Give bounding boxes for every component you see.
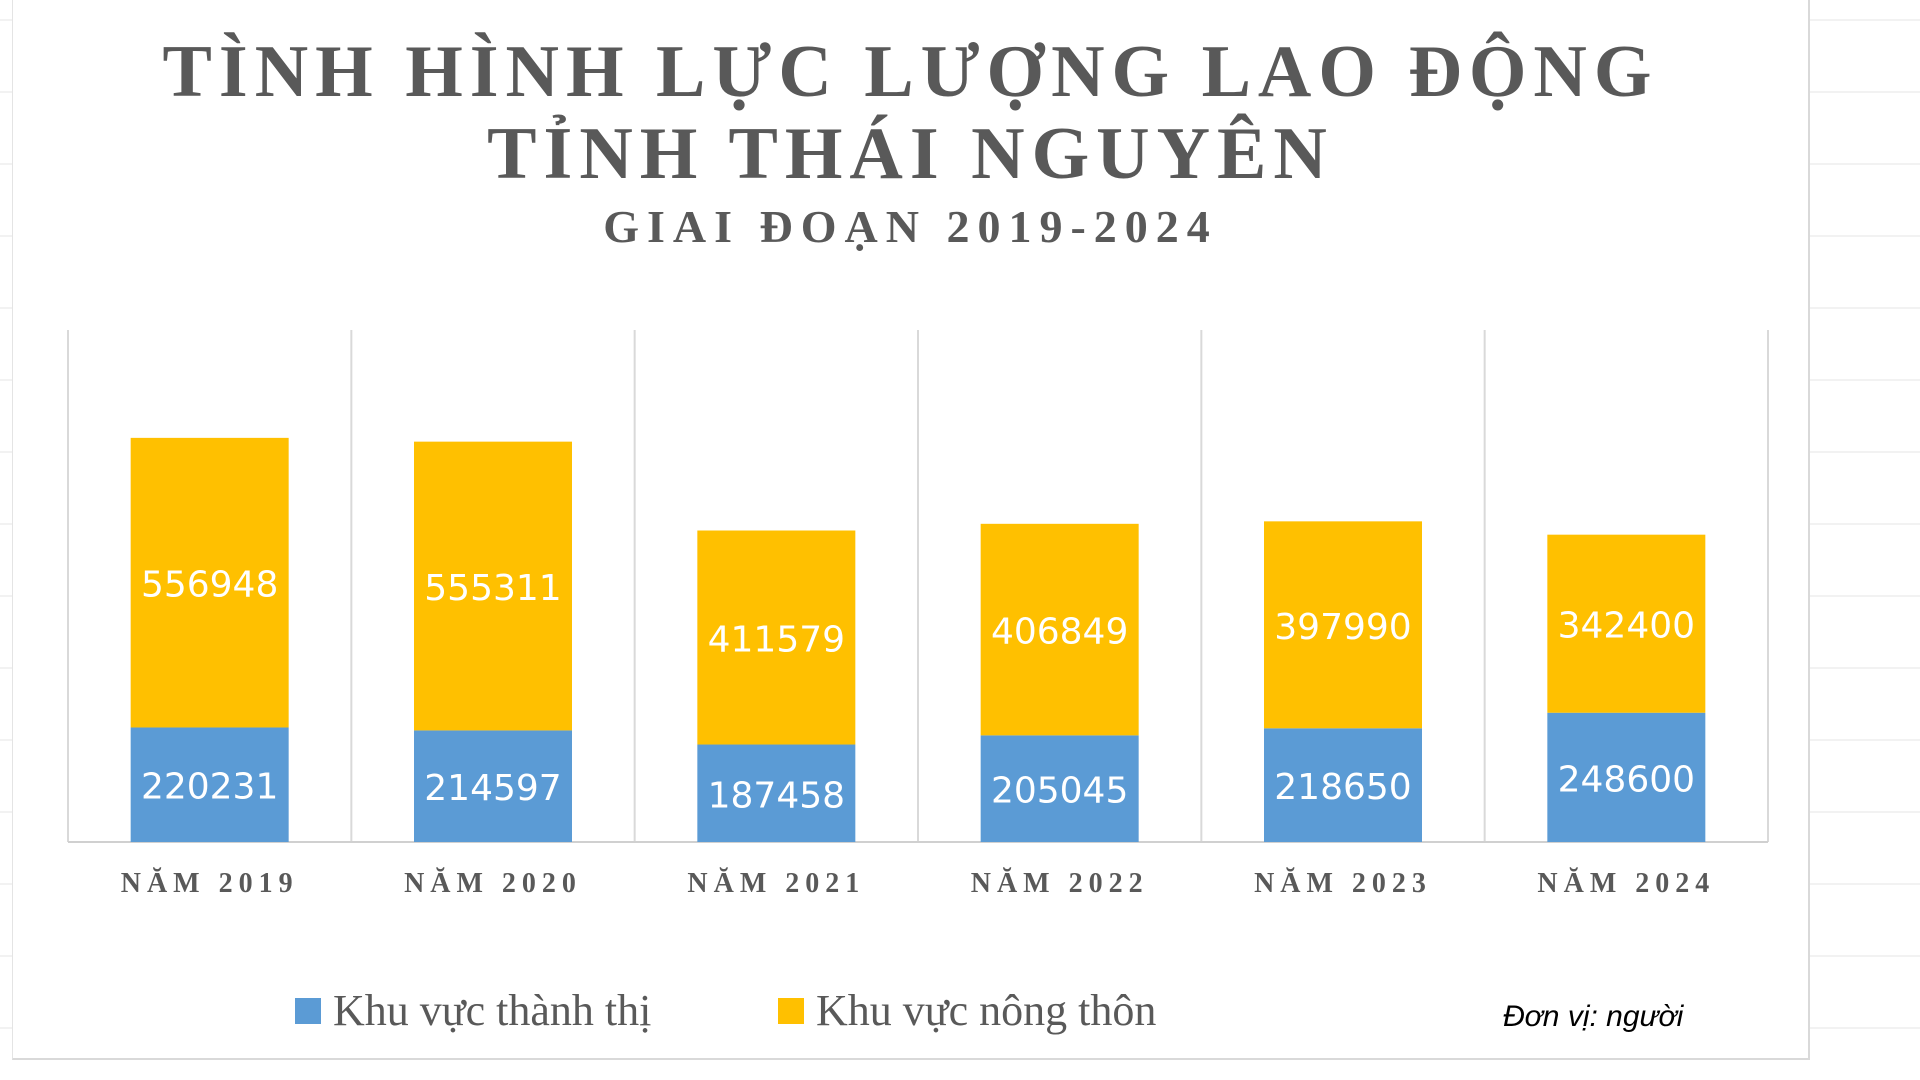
chart-title-line2: TỈNH THÁI NGUYÊN xyxy=(487,113,1334,195)
bar-urban xyxy=(1264,728,1422,842)
legend-swatch-urban xyxy=(295,997,321,1024)
data-label-urban: 214597 xyxy=(424,768,561,809)
data-label-rural: 397990 xyxy=(1274,607,1411,648)
data-label-urban: 218650 xyxy=(1274,767,1411,808)
x-tick-label: NĂM 2021 xyxy=(687,868,865,899)
legend-item-urban: Khu vực thành thị xyxy=(295,985,651,1036)
data-label-rural: 411579 xyxy=(708,620,845,661)
stacked-bar-plot: 220231 556948 NĂM 2019 214597 555311 NĂM 2020… xyxy=(67,330,1769,899)
x-tick-label: NĂM 2024 xyxy=(1537,868,1715,899)
bar-urban xyxy=(1547,712,1706,842)
x-tick-label: NĂM 2022 xyxy=(971,868,1149,899)
bar-urban xyxy=(414,730,572,842)
data-label-urban: 187458 xyxy=(708,775,845,816)
data-label-rural: 555311 xyxy=(424,568,561,609)
chart-area: TÌNH HÌNH LỰC LƯỢNG LAO ĐỘNG TỈNH THÁI N… xyxy=(12,0,1810,1060)
chart-title-line1: TÌNH HÌNH LỰC LƯỢNG LAO ĐỘNG xyxy=(162,31,1659,113)
legend: Khu vực thành thị Khu vực nông thôn xyxy=(13,985,1808,1045)
bar-rural xyxy=(980,523,1139,736)
bar-rural xyxy=(130,437,289,728)
x-tick-label: NĂM 2020 xyxy=(404,868,582,899)
bar-urban xyxy=(130,727,289,842)
legend-item-rural: Khu vực nông thôn xyxy=(778,985,1156,1036)
bar-rural xyxy=(697,530,856,745)
x-tick-label: NĂM 2023 xyxy=(1254,868,1432,899)
legend-label-rural: Khu vực nông thôn xyxy=(816,986,1157,1035)
x-tick-label: NĂM 2019 xyxy=(121,868,299,899)
legend-label-urban: Khu vực thành thị xyxy=(333,986,652,1035)
data-label-urban: 220231 xyxy=(141,767,278,808)
chart-subtitle: GIAI ĐOẠN 2019-2024 xyxy=(603,201,1218,252)
data-label-urban: 248600 xyxy=(1558,759,1695,800)
bar-rural xyxy=(1547,534,1706,713)
data-label-rural: 556948 xyxy=(141,565,278,606)
unit-note: Đơn vị: người xyxy=(1503,1000,1684,1033)
bar-rural xyxy=(1264,521,1422,729)
legend-swatch-rural xyxy=(778,997,804,1024)
data-label-urban: 205045 xyxy=(991,771,1128,812)
bar-rural xyxy=(414,441,572,731)
bar-urban xyxy=(697,744,856,842)
data-label-rural: 406849 xyxy=(991,612,1128,653)
bar-urban xyxy=(980,735,1139,842)
data-label-rural: 342400 xyxy=(1558,606,1695,647)
